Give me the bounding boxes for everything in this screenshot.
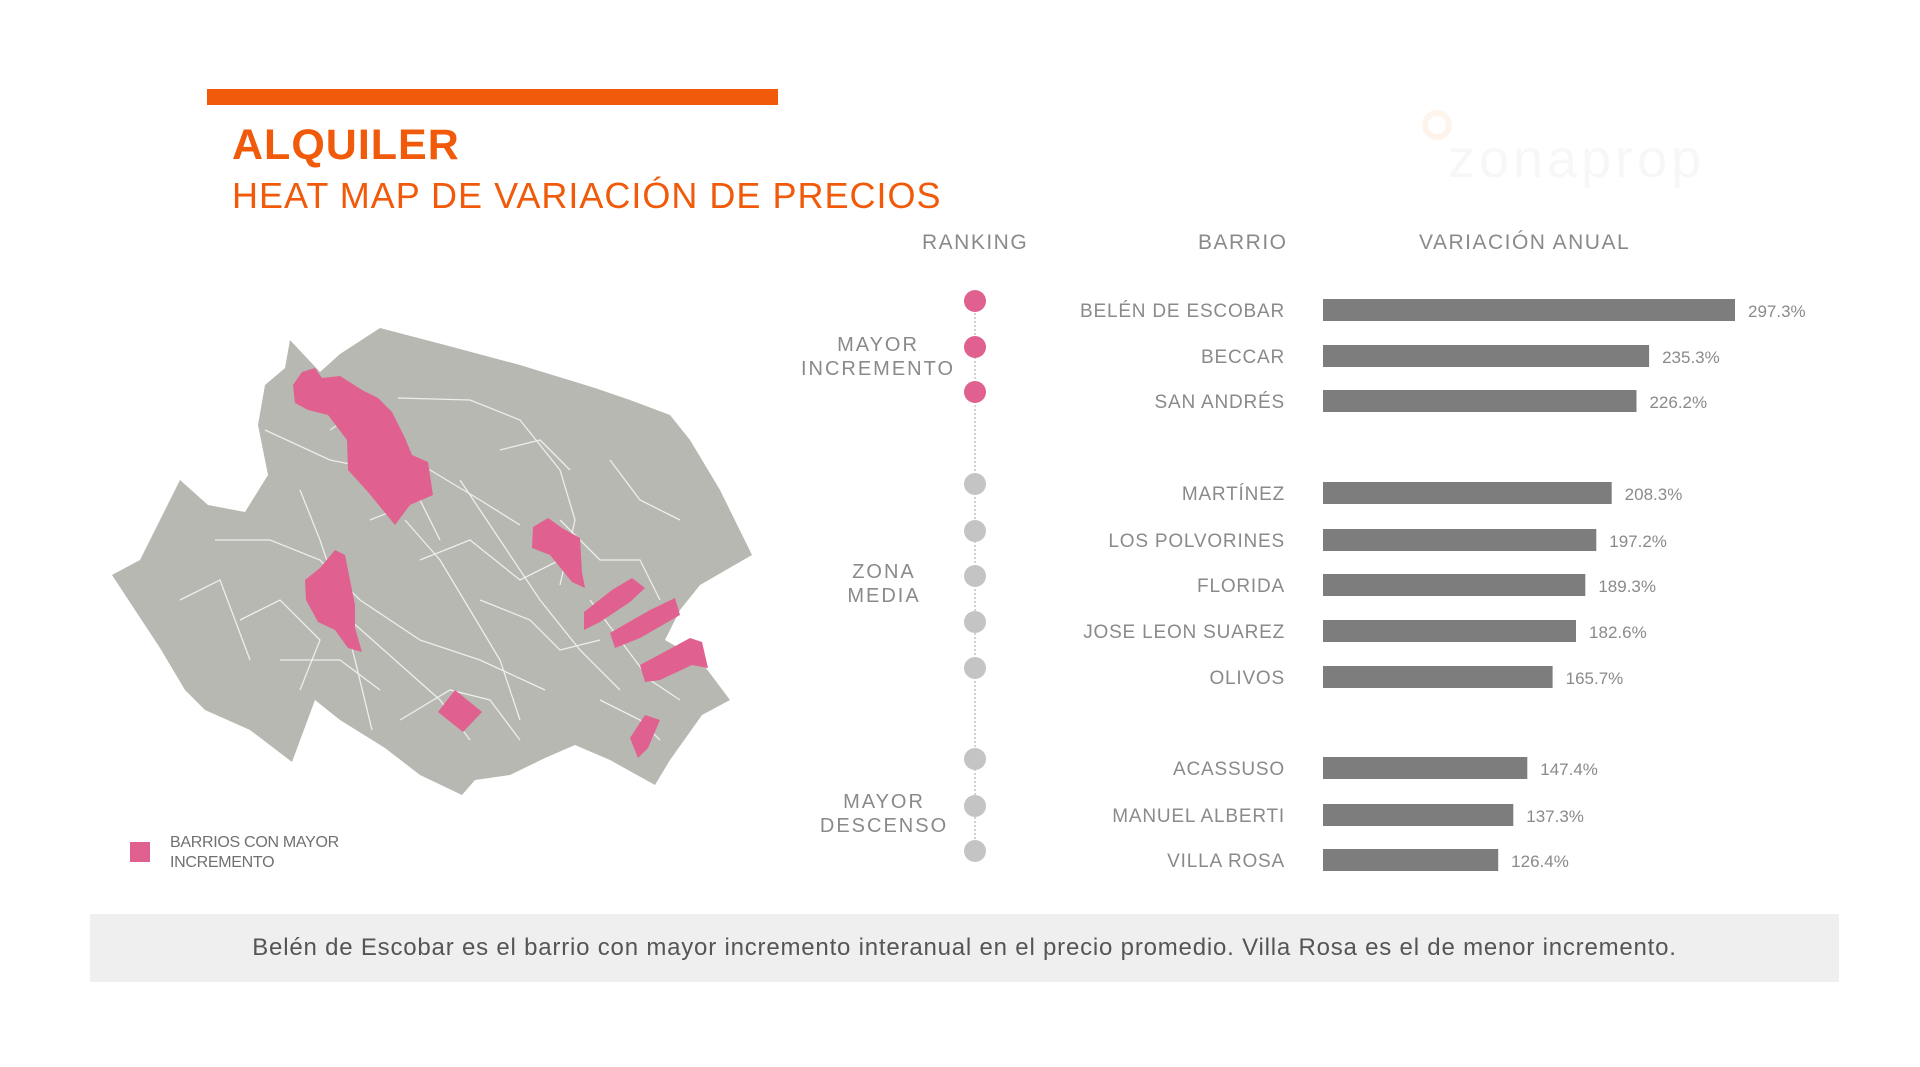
- column-header-barrio: BARRIO: [1198, 231, 1288, 254]
- legend-label: BARRIOS CON MAYOR INCREMENTO: [170, 834, 339, 871]
- bar-jose-leon-suarez: [1323, 620, 1576, 642]
- bar-martinez: [1323, 482, 1612, 504]
- barrio-label-martinez: MARTÍNEZ: [1182, 484, 1285, 505]
- barrio-label-beccar: BECCAR: [1201, 347, 1285, 368]
- bar-olivos: [1323, 666, 1553, 688]
- bar-villa-rosa: [1323, 849, 1499, 871]
- group-label-bottom-line1: MAYOR: [843, 791, 925, 813]
- rank-dot-acassuso: [964, 748, 986, 770]
- group-label-mid-line1: ZONA: [852, 561, 916, 583]
- group-label-top-line2: INCREMENTO: [800, 358, 956, 380]
- group-label-bottom: MAYOR DESCENSO: [784, 790, 984, 838]
- column-header-variacion: VARIACIÓN ANUAL: [1419, 231, 1631, 254]
- barrio-label-belen-de-escobar: BELÉN DE ESCOBAR: [1080, 301, 1285, 322]
- value-label-florida: 189.3%: [1598, 577, 1656, 596]
- rank-dot-beccar: [964, 336, 986, 358]
- rank-dot-florida: [964, 565, 986, 587]
- bar-florida: [1323, 574, 1586, 596]
- logo-pin-icon: [1422, 110, 1452, 140]
- bar-acassuso: [1323, 757, 1528, 779]
- value-label-olivos: 165.7%: [1566, 669, 1624, 688]
- logo-text: zonaprop: [1448, 129, 1706, 189]
- rank-dot-villa-rosa: [964, 840, 986, 862]
- page-subtitle: HEAT MAP DE VARIACIÓN DE PRECIOS: [232, 175, 942, 216]
- bar-los-polvorines: [1323, 529, 1597, 551]
- value-label-martinez: 208.3%: [1625, 485, 1683, 504]
- value-label-jose-leon-suarez: 182.6%: [1589, 623, 1647, 642]
- rank-dot-jose-leon-suarez: [964, 611, 986, 633]
- rank-dot-martinez: [964, 473, 986, 495]
- column-header-ranking: RANKING: [922, 231, 1029, 254]
- barrio-label-olivos: OLIVOS: [1209, 668, 1285, 689]
- rank-dot-olivos: [964, 657, 986, 679]
- group-label-mid: ZONA MEDIA: [784, 560, 984, 608]
- barrio-label-florida: FLORIDA: [1197, 576, 1285, 597]
- value-label-acassuso: 147.4%: [1540, 760, 1598, 779]
- legend-swatch: [130, 842, 150, 862]
- barrio-label-acassuso: ACASSUSO: [1173, 759, 1285, 780]
- value-label-beccar: 235.3%: [1662, 348, 1720, 367]
- rank-dot-manuel-alberti: [964, 795, 986, 817]
- group-label-top: MAYOR INCREMENTO: [778, 333, 978, 381]
- barrio-label-san-andres: SAN ANDRÉS: [1155, 392, 1285, 413]
- group-label-mid-line2: MEDIA: [847, 585, 921, 607]
- footer-banner: Belén de Escobar es el barrio con mayor …: [90, 914, 1839, 982]
- barrio-label-manuel-alberti: MANUEL ALBERTI: [1112, 806, 1285, 827]
- value-label-san-andres: 226.2%: [1649, 393, 1707, 412]
- page-title: ALQUILER: [232, 121, 460, 169]
- value-label-belen-de-escobar: 297.3%: [1748, 302, 1806, 321]
- bar-beccar: [1323, 345, 1650, 367]
- rank-dot-los-polvorines: [964, 520, 986, 542]
- barrio-label-villa-rosa: VILLA ROSA: [1167, 851, 1285, 872]
- bar-san-andres: [1323, 390, 1637, 412]
- group-label-bottom-line2: DESCENSO: [819, 815, 949, 837]
- value-label-manuel-alberti: 137.3%: [1526, 807, 1584, 826]
- value-label-villa-rosa: 126.4%: [1511, 852, 1569, 871]
- brand-logo: zonaprop: [1410, 104, 1780, 189]
- barrio-label-jose-leon-suarez: JOSE LEON SUAREZ: [1083, 622, 1285, 643]
- group-label-top-line1: MAYOR: [837, 334, 919, 356]
- barrio-label-los-polvorines: LOS POLVORINES: [1108, 531, 1285, 552]
- rank-dot-san-andres: [964, 381, 986, 403]
- rank-dot-belen-de-escobar: [964, 290, 986, 312]
- header-accent-bar: [207, 89, 778, 105]
- value-label-los-polvorines: 197.2%: [1609, 532, 1667, 551]
- footer-text: Belén de Escobar es el barrio con mayor …: [252, 934, 1677, 961]
- bar-belen-de-escobar: [1323, 299, 1735, 321]
- bar-manuel-alberti: [1323, 804, 1514, 826]
